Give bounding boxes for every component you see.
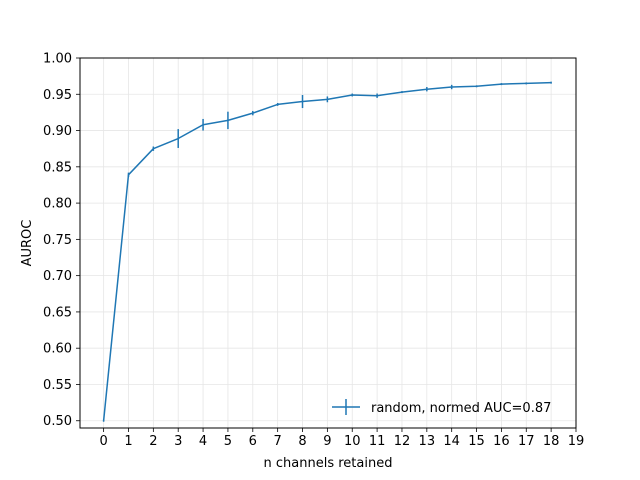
x-tick-label: 7: [274, 434, 282, 449]
y-axis-label: AUROC: [20, 220, 35, 267]
x-tick-label: 1: [124, 434, 132, 449]
y-tick-label: 0.75: [43, 233, 72, 248]
y-tick-label: 0.65: [43, 305, 72, 320]
plot-area: [80, 58, 576, 428]
y-tick-label: 0.60: [43, 342, 72, 357]
x-tick-label: 18: [543, 434, 560, 449]
y-tick-label: 0.95: [43, 88, 72, 103]
y-tick-label: 0.90: [43, 124, 72, 139]
x-tick-label: 16: [493, 434, 510, 449]
x-tick-label: 8: [298, 434, 306, 449]
x-tick-label: 14: [443, 434, 460, 449]
y-tick-label: 1.00: [43, 52, 72, 67]
x-tick-label: 2: [149, 434, 157, 449]
x-tick-label: 5: [224, 434, 232, 449]
x-tick-label: 15: [468, 434, 485, 449]
x-tick-label: 17: [518, 434, 535, 449]
y-tick-label: 0.55: [43, 378, 72, 393]
y-tick-label: 0.85: [43, 160, 72, 175]
y-tick-label: 0.80: [43, 197, 72, 212]
legend: random, normed AUC=0.87: [332, 399, 551, 416]
x-axis-label: n channels retained: [264, 456, 393, 471]
plot-frame: [79, 57, 577, 429]
x-tick-label: 4: [199, 434, 207, 449]
x-tick-label: 9: [323, 434, 331, 449]
axis-ticks: 0 1 2 3 4 5 6 7 8 9 10 11 12 13 14 15 16 17 18 190.500.550.…: [43, 52, 584, 450]
x-tick-label: 3: [174, 434, 182, 449]
x-tick-label: 10: [344, 434, 361, 449]
x-tick-label: 11: [369, 434, 386, 449]
y-tick-label: 0.50: [43, 414, 72, 429]
series-layer: [102, 81, 552, 422]
x-tick-label: 12: [394, 434, 411, 449]
y-tick-label: 0.70: [43, 269, 72, 284]
x-tick-label: 19: [568, 434, 585, 449]
legend-label: random, normed AUC=0.87: [371, 401, 551, 416]
x-tick-label: 13: [419, 434, 436, 449]
x-tick-label: 0: [99, 434, 107, 449]
x-tick-label: 6: [249, 434, 257, 449]
